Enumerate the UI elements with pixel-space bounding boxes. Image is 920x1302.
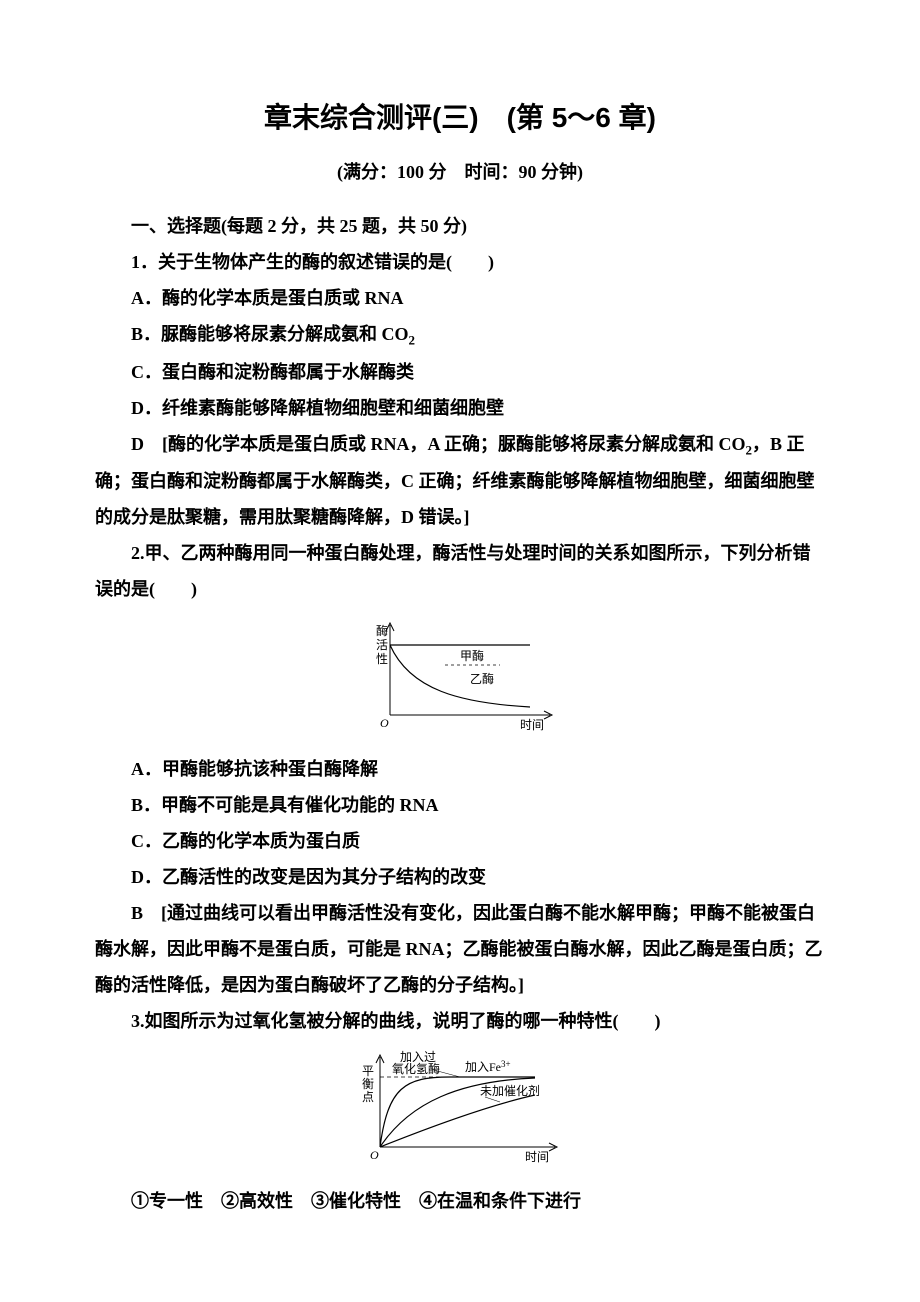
q2-option-a: A．甲酶能够抗该种蛋白酶降解	[95, 751, 825, 787]
origin-label-2: O	[370, 1148, 379, 1162]
q1-answer: D	[131, 434, 144, 454]
y-label-q3-3: 点	[362, 1090, 374, 1104]
q3-choices-line: ①专一性 ②高效性 ③催化特性 ④在温和条件下进行	[95, 1183, 825, 1219]
y-label-q3-1: 平	[362, 1064, 374, 1078]
q2-answer: B	[131, 903, 143, 923]
q1-stem: 1．关于生物体产生的酶的叙述错误的是( )	[95, 244, 825, 280]
q2-option-c: C．乙酶的化学本质为蛋白质	[95, 823, 825, 859]
q1-option-b: B．脲酶能够将尿素分解成氨和 CO2	[95, 316, 825, 354]
series-yi-label: 乙酶	[470, 671, 494, 686]
q2-stem: 2.甲、乙两种酶用同一种蛋白酶处理，酶活性与处理时间的关系如图所示，下列分析错误…	[95, 535, 825, 607]
q1-option-b-text: B．脲酶能够将尿素分解成氨和 CO	[131, 324, 409, 344]
y-label-q3-2: 衡	[362, 1077, 374, 1091]
section-1-heading: 一、选择题(每题 2 分，共 25 题，共 50 分)	[95, 208, 825, 244]
series1-l2: 氧化氢酶	[392, 1061, 440, 1076]
origin-label: O	[380, 716, 389, 730]
q2-explanation: B [通过曲线可以看出甲酶活性没有变化，因此蛋白酶不能水解甲酶；甲酶不能被蛋白酶…	[95, 895, 825, 1003]
q1-option-d: D．纤维素酶能够降解植物细胞壁和细菌细胞壁	[95, 390, 825, 426]
page-subtitle: (满分：100 分 时间：90 分钟)	[95, 154, 825, 190]
q2-option-d: D．乙酶活性的改变是因为其分子结构的改变	[95, 859, 825, 895]
page-title: 章末综合测评(三) (第 5～6 章)	[95, 90, 825, 146]
x-label: 时间	[520, 718, 544, 732]
y-label-2: 活	[376, 638, 388, 652]
q2-option-b: B．甲酶不可能是具有催化功能的 RNA	[95, 787, 825, 823]
q2-chart: 酶 活 性 甲酶 乙酶 O 时间	[95, 615, 825, 747]
q2-exp-text: [通过曲线可以看出甲酶活性没有变化，因此蛋白酶不能水解甲酶；甲酶不能被蛋白酶水解…	[95, 903, 823, 995]
q3-stem: 3.如图所示为过氧化氢被分解的曲线，说明了酶的哪一种特性( )	[95, 1003, 825, 1039]
series3-label: 未加催化剂	[480, 1083, 540, 1098]
q1-explanation: D [酶的化学本质是蛋白质或 RNA，A 正确；脲酶能够将尿素分解成氨和 CO2…	[95, 426, 825, 536]
q1-option-a: A．酶的化学本质是蛋白质或 RNA	[95, 280, 825, 316]
q1-exp-co2: CO	[719, 434, 746, 454]
q1-exp-part1: [酶的化学本质是蛋白质或 RNA，A 正确；脲酶能够将尿素分解成氨和	[144, 434, 714, 454]
y-label-1: 酶	[376, 623, 388, 638]
q1-option-c: C．蛋白酶和淀粉酶都属于水解酶类	[95, 354, 825, 390]
series-jia-label: 甲酶	[460, 648, 484, 663]
q3-chart: 平 衡 点 加入过 氧化氢酶 加入Fe3+ 未加催化剂 O 时间	[95, 1047, 825, 1179]
x-label-2: 时间	[525, 1150, 549, 1164]
q1-option-b-sub: 2	[409, 333, 416, 348]
y-label-3: 性	[376, 652, 388, 666]
